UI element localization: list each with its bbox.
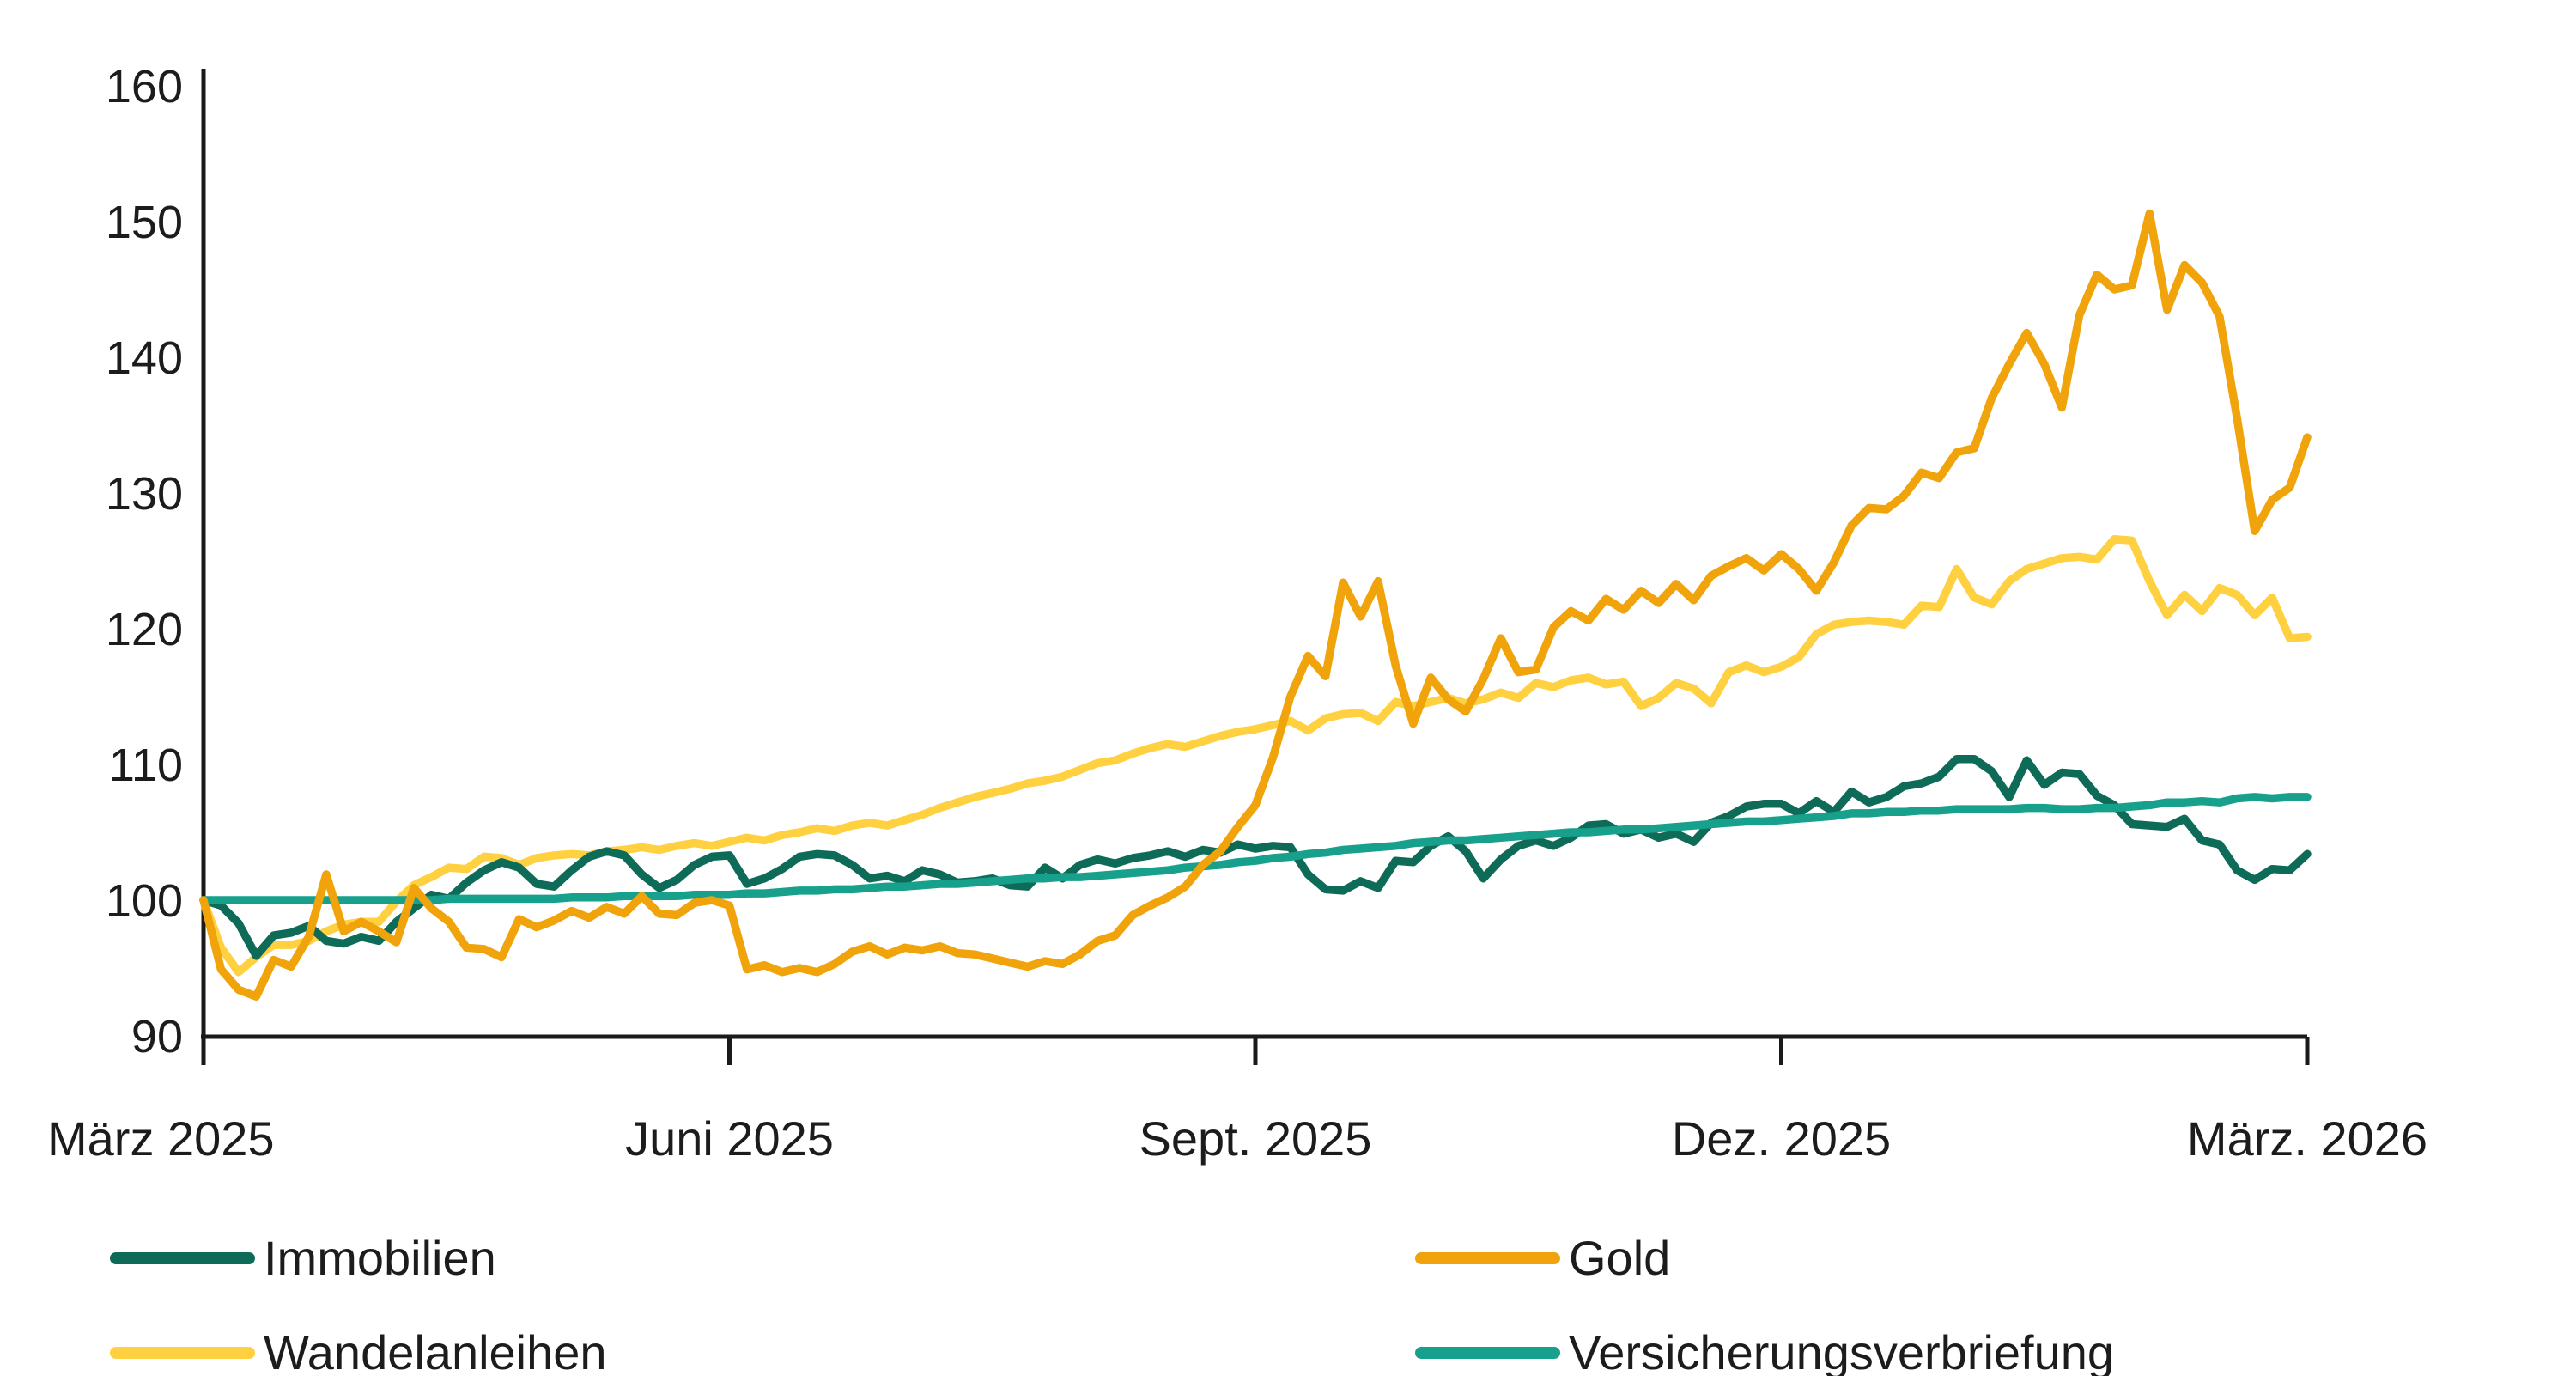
x-tick-label-3: Dez. 2025 <box>1672 1111 1891 1166</box>
axes <box>201 69 2310 1065</box>
series-line-immobilien <box>199 754 2312 960</box>
x-axis-tick-labels: März 2025 Juni 2025 Sept. 2025 Dez. 2025 Mär… <box>47 1111 2427 1166</box>
y-tick-label-110: 110 <box>109 740 183 791</box>
y-tick-label-140: 140 <box>106 332 183 384</box>
y-tick-label-120: 120 <box>106 604 183 655</box>
series-line-versicherungsverbriefung <box>199 793 2312 904</box>
legend-item-wandelanleihen: Wandelanleihen <box>110 1325 607 1376</box>
y-tick-label-100: 100 <box>106 875 183 927</box>
series-line-gold <box>199 209 2312 1001</box>
legend-item-versicherungsverbriefung: Versicherungsverbriefung <box>1415 1325 2114 1376</box>
x-tick-label-1: Juni 2025 <box>625 1111 834 1166</box>
x-tick-label-0: März 2025 <box>47 1111 275 1166</box>
y-axis-tick-labels: 160 150 140 130 120 110 100 90 <box>106 61 183 1062</box>
legend-item-gold: Gold <box>1415 1231 1670 1285</box>
x-tick-label-4: März. 2026 <box>2187 1111 2427 1166</box>
legend-label-gold: Gold <box>1569 1231 1670 1285</box>
series-line-wandelanleihen <box>199 534 2312 977</box>
y-tick-label-150: 150 <box>106 197 183 248</box>
y-tick-label-160: 160 <box>106 61 183 113</box>
x-tick-label-2: Sept. 2025 <box>1139 1111 1372 1166</box>
y-tick-label-90: 90 <box>131 1011 183 1062</box>
legend: Immobilien Gold Wandelanleihen Versicherung… <box>110 1231 2114 1376</box>
legend-label-wandelanleihen: Wandelanleihen <box>264 1325 607 1376</box>
y-tick-label-130: 130 <box>106 468 183 520</box>
legend-label-immobilien: Immobilien <box>264 1231 496 1285</box>
legend-item-immobilien: Immobilien <box>110 1231 496 1285</box>
series-lines <box>199 209 2312 1001</box>
legend-label-versicherungsverbriefung: Versicherungsverbriefung <box>1569 1325 2114 1376</box>
